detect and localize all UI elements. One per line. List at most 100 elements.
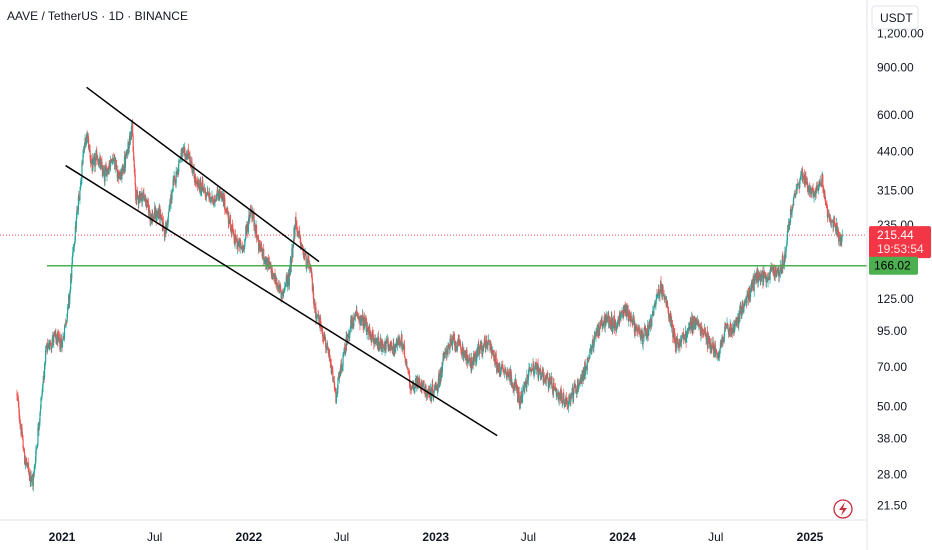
candle-body bbox=[742, 311, 745, 313]
candle-body bbox=[200, 182, 202, 192]
trendline[interactable] bbox=[65, 164, 498, 437]
candle-body bbox=[510, 375, 513, 387]
candle-body bbox=[512, 386, 514, 388]
candle-body bbox=[545, 380, 547, 383]
candle-body bbox=[163, 230, 165, 238]
candle-body bbox=[442, 359, 444, 365]
candle-body bbox=[110, 159, 112, 167]
candle-body bbox=[642, 334, 644, 345]
candle-body bbox=[80, 179, 83, 181]
candle-body bbox=[302, 247, 304, 255]
time-tick-label: 2022 bbox=[236, 530, 263, 544]
candle-body bbox=[462, 346, 464, 352]
candle-body bbox=[51, 338, 53, 348]
candle-body bbox=[560, 389, 562, 393]
candle-body bbox=[321, 329, 323, 331]
candle-body bbox=[460, 350, 462, 351]
candle-body bbox=[82, 154, 84, 164]
candle-body bbox=[76, 210, 78, 218]
candle-body bbox=[67, 306, 69, 314]
candle-body bbox=[474, 354, 476, 360]
candle-body bbox=[366, 323, 368, 335]
candle-body bbox=[134, 174, 136, 186]
candle-body bbox=[437, 379, 439, 390]
candle-body bbox=[635, 326, 638, 327]
candle-body bbox=[487, 342, 489, 347]
candle-body bbox=[554, 387, 556, 388]
hline-value: 166.02 bbox=[874, 259, 911, 273]
candle-body bbox=[826, 205, 829, 217]
candle-body bbox=[812, 188, 814, 192]
candle-body bbox=[204, 188, 206, 190]
candle-body bbox=[148, 208, 151, 212]
candle-body bbox=[401, 334, 403, 348]
candle-body bbox=[590, 349, 592, 352]
candle-body bbox=[408, 372, 410, 374]
candle-body bbox=[391, 346, 393, 350]
candle-body bbox=[538, 368, 540, 379]
candle-body bbox=[515, 379, 517, 389]
candle-body bbox=[93, 159, 95, 164]
candle-body bbox=[147, 203, 150, 214]
candle-body bbox=[211, 196, 214, 200]
candle-body bbox=[601, 319, 603, 327]
candle-body bbox=[403, 344, 405, 346]
candle-body bbox=[712, 342, 714, 349]
lightning-icon[interactable] bbox=[833, 499, 853, 519]
candle-body bbox=[483, 343, 485, 348]
candle-body bbox=[597, 325, 600, 336]
candle-body bbox=[313, 298, 315, 306]
candle-body bbox=[653, 307, 655, 315]
candle-body bbox=[684, 338, 686, 340]
candle-body bbox=[707, 338, 709, 349]
candle-body bbox=[484, 340, 487, 349]
candle-body bbox=[807, 186, 809, 192]
candle-body bbox=[505, 369, 507, 373]
time-axis[interactable]: 2021 Jul 2022 Jul 2023 Jul 2024 Jul 2025 bbox=[49, 530, 824, 544]
candle-body bbox=[556, 394, 558, 398]
candle-body bbox=[791, 205, 794, 210]
candle-body bbox=[18, 406, 20, 414]
candle-body bbox=[744, 301, 747, 303]
candle-body bbox=[659, 292, 661, 296]
candle-body bbox=[545, 375, 547, 381]
candle-body bbox=[330, 362, 332, 364]
candle-body bbox=[479, 344, 481, 350]
candle-body bbox=[99, 157, 101, 168]
candle-body bbox=[77, 210, 79, 212]
candle-body bbox=[576, 390, 578, 394]
candle-body bbox=[484, 339, 486, 341]
candle-body bbox=[187, 149, 189, 159]
price-axis[interactable]: 1,200.00900.00600.00440.00315.00235.0012… bbox=[877, 27, 924, 513]
candle-body bbox=[23, 447, 25, 450]
trendline[interactable] bbox=[86, 86, 320, 263]
candle-body bbox=[710, 343, 712, 352]
candle-body bbox=[246, 226, 248, 232]
candle-body bbox=[699, 325, 701, 329]
candle-body bbox=[585, 367, 587, 374]
candle-body bbox=[363, 316, 366, 328]
candle-body bbox=[143, 192, 145, 200]
candle-body bbox=[508, 371, 510, 376]
candle-body bbox=[785, 246, 787, 258]
candle-body bbox=[188, 152, 190, 159]
candle-body bbox=[628, 318, 630, 321]
candle-body bbox=[302, 245, 304, 248]
currency-button[interactable] bbox=[871, 5, 919, 30]
candle-body bbox=[81, 162, 83, 180]
candle-body bbox=[833, 218, 836, 226]
candle-body bbox=[353, 316, 355, 327]
candle-body bbox=[711, 347, 713, 352]
candle-body bbox=[605, 316, 607, 324]
candle-body bbox=[643, 327, 645, 337]
candle-body bbox=[835, 226, 837, 232]
candle-body bbox=[670, 314, 672, 318]
candle-body bbox=[502, 368, 504, 371]
candle-body bbox=[502, 364, 504, 369]
candle-body bbox=[115, 159, 117, 170]
candle-body bbox=[722, 340, 725, 342]
price-tick-label: 125.00 bbox=[877, 292, 914, 306]
candle-body bbox=[57, 333, 60, 335]
candle-body bbox=[830, 221, 833, 223]
